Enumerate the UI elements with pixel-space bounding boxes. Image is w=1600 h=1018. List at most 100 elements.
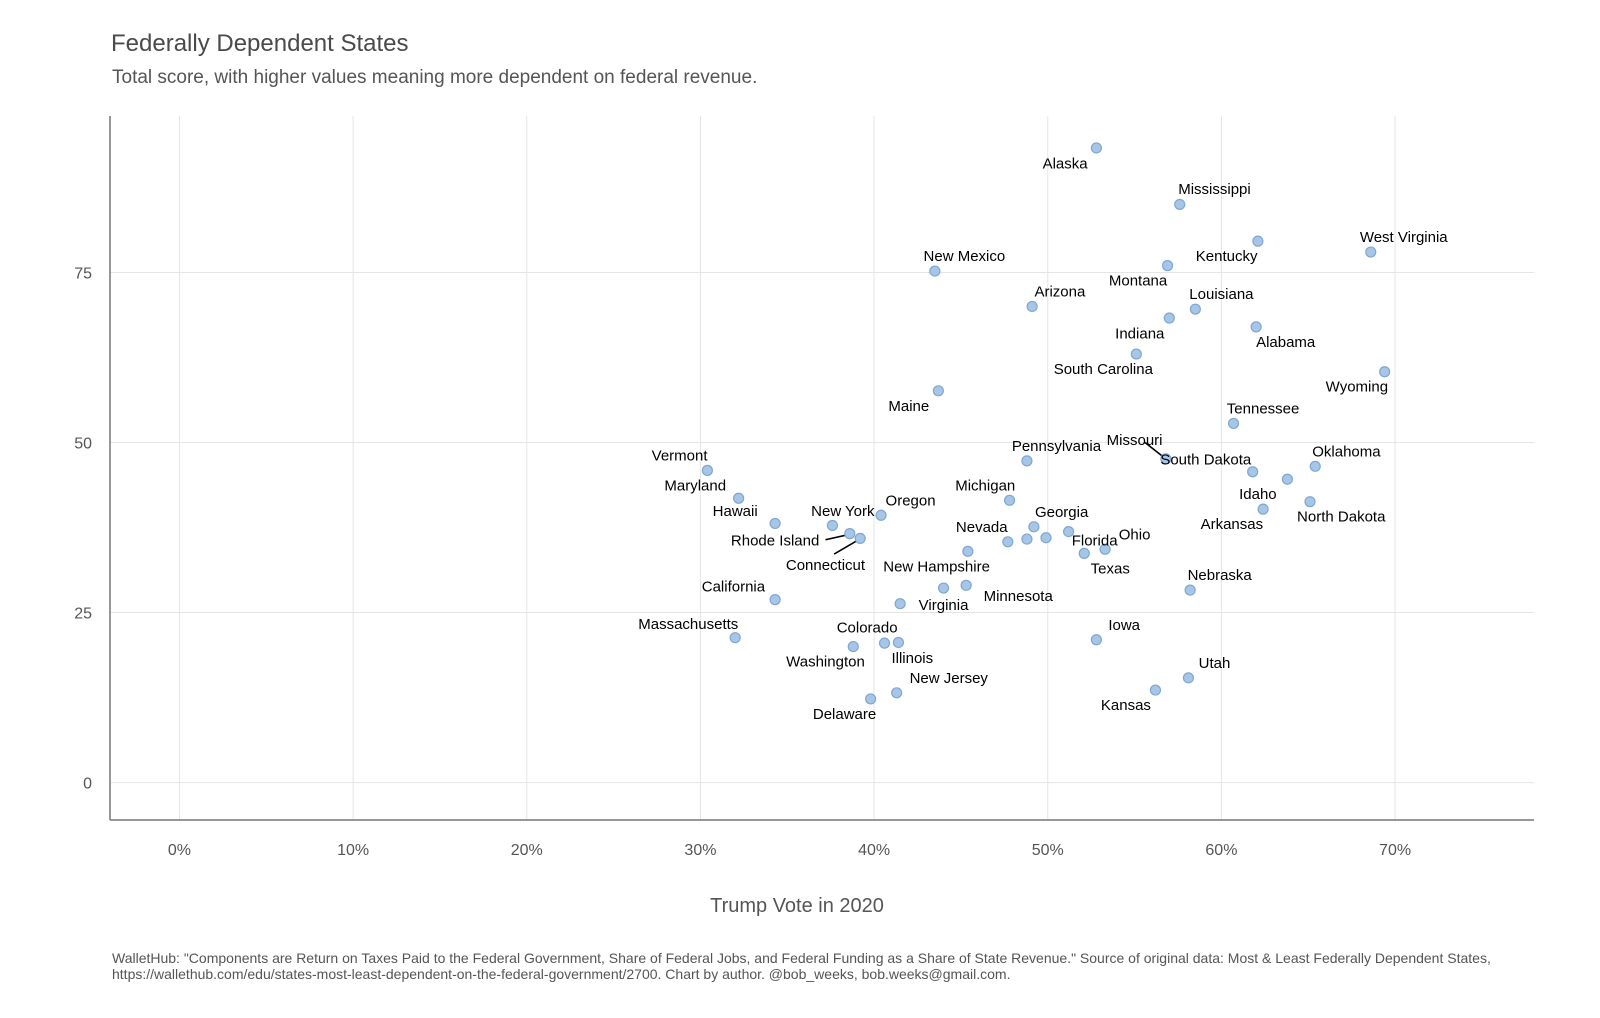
x-axis-label: Trump Vote in 2020: [710, 895, 884, 917]
point-label: Michigan: [955, 477, 1015, 494]
x-tick-label: 60%: [1205, 842, 1237, 859]
data-point: [1252, 235, 1264, 247]
point-label: Ohio: [1119, 526, 1151, 543]
point-label: California: [702, 579, 766, 596]
point-label: Rhode Island: [731, 532, 819, 549]
point-label: Delaware: [813, 706, 876, 723]
data-point: [1160, 453, 1172, 465]
data-point: [1021, 455, 1033, 467]
data-point: [1309, 460, 1321, 472]
data-point: [1257, 503, 1269, 515]
point-label: Wyoming: [1326, 379, 1388, 396]
point-label: Florida: [1072, 532, 1119, 549]
point-label: Pennsylvania: [1012, 438, 1102, 455]
point-label: Montana: [1109, 273, 1168, 290]
x-tick-label: 0%: [168, 842, 191, 859]
data-point: [1149, 684, 1162, 696]
point-label: Indiana: [1115, 326, 1165, 343]
point-label: Alabama: [1256, 334, 1316, 351]
y-tick-labels: 0 25 50 75: [74, 265, 92, 792]
data-point: [701, 464, 713, 476]
data-point: [1078, 547, 1090, 559]
data-point: [1130, 348, 1142, 360]
point-label: Minnesota: [984, 588, 1054, 605]
data-points: [701, 142, 1391, 705]
data-point: [1040, 532, 1052, 544]
x-tick-labels: 0% 10% 20% 30% 40% 50% 60% 70%: [168, 842, 1411, 859]
x-tick-label: 10%: [337, 842, 369, 859]
point-label: Georgia: [1035, 504, 1089, 521]
data-point: [1184, 584, 1196, 596]
data-point: [962, 545, 974, 557]
point-label: Arkansas: [1201, 516, 1264, 533]
point-label: North Dakota: [1297, 509, 1386, 526]
data-point: [1304, 496, 1316, 508]
data-point: [875, 509, 887, 521]
data-point: [1174, 198, 1186, 211]
grid-lines: [110, 116, 1534, 820]
source-caption: WalletHub: "Components are Return on Tax…: [112, 950, 1491, 982]
x-tick-label: 20%: [511, 842, 543, 859]
data-point: [769, 594, 781, 606]
point-label: Colorado: [837, 620, 898, 637]
data-point: [1090, 142, 1102, 154]
point-label: Iowa: [1108, 617, 1140, 634]
data-point: [1281, 473, 1294, 485]
data-point: [1379, 366, 1391, 378]
data-point: [891, 687, 903, 699]
point-label: South Dakota: [1160, 451, 1252, 468]
axes: [109, 116, 1534, 821]
point-label: Maryland: [664, 477, 726, 494]
data-point: [865, 693, 877, 705]
point-label: Virginia: [919, 597, 969, 614]
point-label: Nebraska: [1188, 567, 1253, 584]
point-label: New Hampshire: [883, 558, 990, 575]
data-point: [826, 519, 839, 532]
data-point: [1227, 417, 1240, 430]
point-label: Nevada: [956, 519, 1008, 536]
data-point: [1163, 312, 1175, 324]
data-point: [1250, 321, 1262, 333]
data-point: [1062, 525, 1075, 538]
point-label: West Virginia: [1360, 229, 1448, 246]
point-label: Massachusetts: [638, 616, 738, 633]
data-point: [1003, 494, 1016, 506]
chart-subtitle: Total score, with higher values meaning …: [112, 67, 758, 88]
data-point: [894, 598, 906, 610]
point-label: Vermont: [652, 447, 709, 464]
y-tick-label: 75: [74, 265, 92, 282]
data-point: [1365, 246, 1377, 258]
point-label: Alaska: [1043, 156, 1089, 173]
point-label: Washington: [786, 654, 865, 671]
data-point: [769, 517, 781, 530]
chart-title: Federally Dependent States: [111, 30, 409, 57]
point-label: Oklahoma: [1312, 443, 1381, 460]
y-tick-label: 50: [74, 435, 92, 452]
point-label: Hawaii: [713, 503, 758, 520]
data-point: [854, 532, 866, 545]
leader-line: [833, 539, 859, 555]
data-point: [937, 582, 950, 594]
point-label: Mississippi: [1178, 181, 1251, 198]
point-label: Kentucky: [1196, 248, 1258, 265]
point-label: Connecticut: [786, 557, 866, 574]
data-point: [1182, 672, 1195, 684]
y-tick-label: 0: [83, 776, 92, 793]
point-label: Louisiana: [1189, 286, 1254, 303]
point-label: Missouri: [1107, 432, 1163, 449]
point-labels: Alaska Mississippi West Virginia Kentucky Mo…: [638, 156, 1448, 723]
point-label: Oregon: [886, 492, 936, 509]
data-point: [729, 632, 741, 644]
data-point: [932, 385, 944, 397]
point-label: Tennessee: [1227, 400, 1300, 417]
data-point: [892, 636, 905, 649]
point-label: New York: [811, 503, 875, 520]
data-point: [733, 492, 745, 504]
data-point: [929, 265, 941, 277]
data-point: [960, 579, 972, 591]
y-tick-label: 25: [74, 606, 92, 623]
data-point: [1189, 303, 1201, 315]
point-label: New Mexico: [924, 248, 1006, 265]
data-point: [1099, 543, 1111, 555]
